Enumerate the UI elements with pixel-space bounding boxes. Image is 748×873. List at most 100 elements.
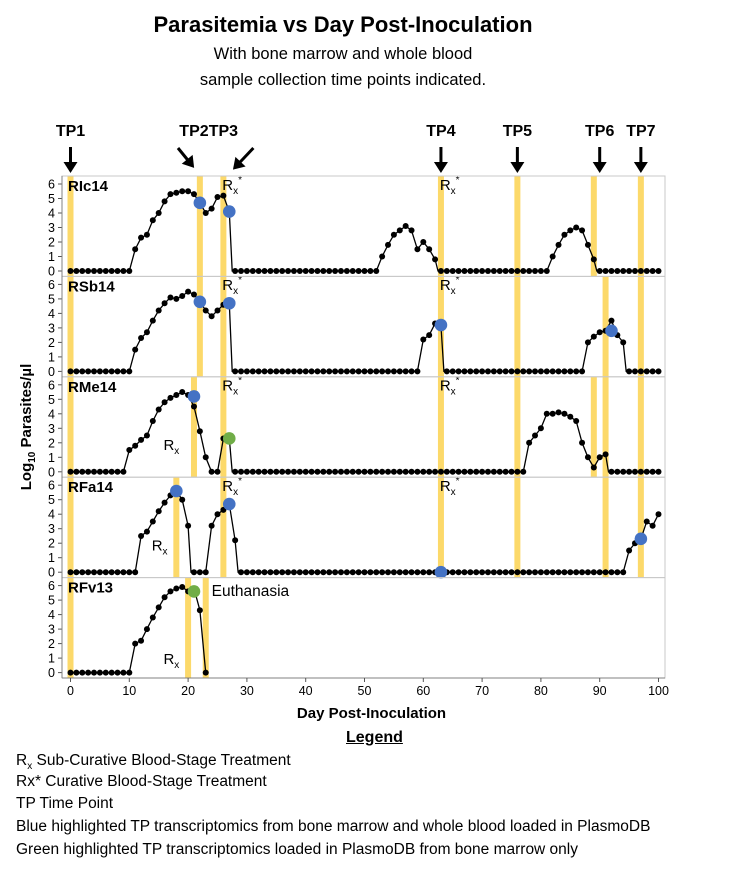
tp-band-rfa14-1: [173, 477, 180, 578]
data-point-rme14-13: [143, 432, 150, 439]
data-point-ric14-103: [655, 268, 662, 274]
data-point-rme14-50: [355, 468, 362, 475]
legend-tp-line: TP Time Point: [16, 795, 114, 812]
data-point-rme14-88: [579, 439, 586, 446]
x-tick-label-50: 50: [358, 684, 372, 698]
data-point-rme14-89: [584, 454, 591, 461]
data-point-ric14-25: [214, 194, 221, 201]
data-point-rme14-14: [149, 418, 156, 425]
data-point-rfa14-50: [349, 569, 356, 576]
data-point-ric14-71: [473, 268, 480, 274]
data-point-rfa14-23: [196, 569, 203, 576]
data-point-rsb14-1: [73, 368, 80, 375]
y-tick-label-rsb14-2: 2: [48, 336, 55, 350]
data-point-rme14-38: [285, 468, 292, 475]
y-tick-label-rfa14-5: 5: [48, 493, 55, 507]
data-point-rfa14-9: [120, 569, 127, 576]
data-point-ric14-37: [279, 268, 286, 274]
data-point-rme14-41: [302, 468, 309, 475]
data-point-rsb14-94: [608, 317, 615, 324]
data-point-rsb14-61: [420, 336, 427, 343]
data-point-rsb14-54: [379, 368, 386, 375]
legend-heading: Legend: [346, 729, 403, 746]
y-axis-label: Log10 Parasites/µl: [18, 364, 38, 491]
data-point-rme14-65: [443, 468, 450, 475]
data-point-ric14-21: [190, 191, 197, 198]
data-point-rfa14-35: [261, 569, 268, 576]
sample-marker-rfa14-1: [222, 497, 236, 511]
y-tick-label-rsb14-0: 0: [48, 365, 55, 379]
data-point-rfa14-46: [326, 569, 333, 576]
data-point-rme14-15: [155, 406, 162, 413]
data-point-rsb14-101: [643, 368, 650, 375]
data-point-rfa14-31: [238, 569, 245, 576]
data-point-ric14-32: [249, 268, 256, 274]
data-point-rsb14-80: [526, 368, 533, 375]
data-point-rfa14-56: [385, 569, 392, 576]
tp-band-rfa14-2: [220, 477, 227, 578]
data-point-rsb14-81: [532, 368, 539, 375]
data-point-rfa14-26: [214, 511, 221, 518]
data-point-rme14-19: [179, 389, 186, 396]
data-point-ric14-78: [514, 268, 521, 274]
tp-band-rme14-1: [190, 376, 197, 478]
tp-label-tp5: TP5: [503, 123, 532, 140]
data-point-rsb14-6: [102, 368, 109, 375]
data-point-rsb14-43: [314, 368, 321, 375]
data-point-rme14-44: [320, 468, 327, 475]
y-tick-label-rme14-3: 3: [48, 422, 55, 436]
data-point-rme14-10: [126, 447, 133, 454]
data-point-rfa14-7: [108, 569, 115, 576]
data-point-rfa14-3: [85, 569, 92, 576]
data-point-rfv13-5: [96, 669, 103, 676]
tp-band-rme14-0: [67, 376, 74, 478]
data-point-rme14-18: [173, 391, 180, 398]
data-point-rsb14-76: [502, 368, 509, 375]
tp-label-tp2: TP2: [179, 123, 208, 140]
legend-rx-text: Sub-Curative Blood-Stage Treatment: [36, 752, 291, 769]
data-point-ric14-80: [526, 268, 533, 274]
data-point-rme14-61: [420, 468, 427, 475]
y-tick-label-rfa14-2: 2: [48, 537, 55, 551]
data-point-ric14-59: [408, 227, 415, 234]
data-point-rme14-24: [208, 468, 215, 475]
data-point-rfv13-3: [85, 669, 92, 676]
data-point-rme14-0: [67, 468, 74, 475]
y-tick-label-rme14-0: 0: [48, 465, 55, 479]
data-point-rfa14-82: [537, 569, 544, 576]
tp-band-rfa14-6: [637, 477, 644, 578]
data-point-rsb14-86: [561, 368, 568, 375]
tp-band-rme14-3: [437, 376, 444, 478]
data-point-rfa14-12: [138, 532, 145, 539]
data-point-rsb14-70: [467, 368, 474, 375]
data-point-rsb14-34: [261, 368, 268, 375]
tp-band-ric14-1: [196, 176, 203, 277]
data-point-ric14-87: [567, 227, 574, 234]
data-point-rfa14-60: [408, 569, 415, 576]
data-point-ric14-96: [614, 268, 621, 274]
data-point-rsb14-38: [285, 368, 292, 375]
data-point-rme14-43: [314, 468, 321, 475]
data-point-rfv13-18: [173, 585, 180, 592]
data-point-rsb14-74: [490, 368, 497, 375]
data-point-rfv13-13: [143, 626, 150, 633]
data-point-rfa14-49: [343, 569, 350, 576]
data-point-rfv13-16: [161, 594, 168, 601]
data-point-rfa14-37: [273, 569, 280, 576]
y-tick-label-rme14-2: 2: [48, 436, 55, 450]
data-point-ric14-15: [155, 210, 162, 216]
data-point-rme14-63: [432, 468, 439, 475]
data-point-ric14-46: [332, 268, 339, 274]
x-tick-label-90: 90: [593, 684, 607, 698]
x-tick-label-20: 20: [181, 684, 195, 698]
tp-band-rme14-5: [590, 376, 597, 478]
x-tick-label-30: 30: [240, 684, 254, 698]
data-point-rme14-54: [379, 468, 386, 475]
data-point-rsb14-30: [238, 368, 245, 375]
data-point-rme14-30: [238, 468, 245, 475]
data-point-rsb14-78: [514, 368, 521, 375]
data-point-ric14-36: [273, 268, 280, 274]
data-point-rfa14-88: [573, 569, 580, 576]
data-point-rfa14-62: [420, 569, 427, 576]
data-point-ric14-68: [455, 268, 462, 274]
